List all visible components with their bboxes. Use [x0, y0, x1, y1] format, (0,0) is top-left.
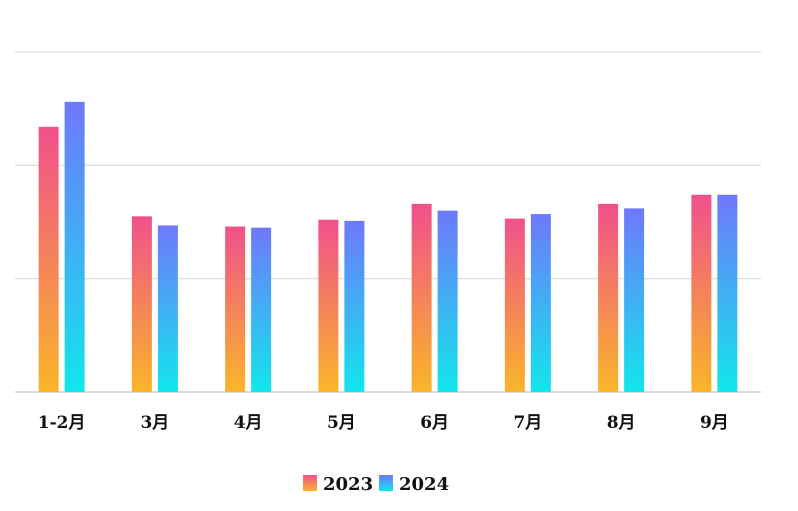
x-tick-label: 5月: [327, 413, 356, 433]
x-tick-label: 6月: [420, 413, 449, 433]
x-tick-label: 4月: [234, 413, 263, 433]
bar-2023-9月: [691, 194, 712, 392]
bar-2023-7月: [504, 218, 525, 392]
x-tick-label: 7月: [513, 413, 542, 433]
x-tick-label: 8月: [607, 413, 636, 433]
bar-2024-7月: [530, 214, 551, 392]
legend: 2023 2024: [303, 474, 449, 495]
legend-swatch-2023[interactable]: [303, 475, 317, 491]
bar-2024-8月: [624, 208, 645, 392]
bar-2023-3月: [131, 216, 152, 392]
bar-2024-4月: [251, 227, 272, 392]
bar-2024-5月: [344, 220, 365, 392]
bar-2023-5月: [318, 219, 339, 392]
legend-label-2024[interactable]: 2024: [399, 474, 449, 495]
bar-2024-1-2月: [64, 101, 85, 392]
bars: [38, 101, 738, 393]
x-tick-label: 1-2月: [38, 413, 86, 433]
legend-swatch-2024[interactable]: [379, 475, 393, 491]
bar-2024-6月: [437, 210, 458, 392]
x-tick-label: 3月: [140, 413, 169, 433]
bar-2023-8月: [598, 203, 619, 392]
bar-2024-9月: [717, 194, 738, 392]
bar-2023-6月: [411, 203, 432, 392]
gridlines: [15, 51, 761, 393]
bar-2023-1-2月: [38, 126, 59, 393]
x-axis-tick-labels: 1-2月 3月 4月 5月 6月 7月 8月 9月: [38, 413, 729, 433]
bar-2023-4月: [225, 226, 246, 392]
bar-2024-3月: [157, 225, 178, 392]
x-tick-label: 9月: [700, 413, 729, 433]
legend-label-2023[interactable]: 2023: [323, 474, 373, 495]
